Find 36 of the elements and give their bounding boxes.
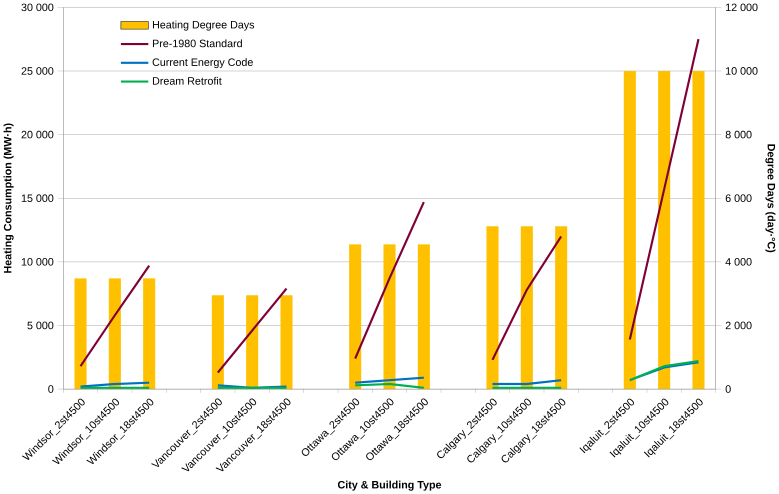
legend-label: Heating Degree Days (152, 20, 254, 30)
bar (520, 226, 533, 389)
bar (349, 244, 362, 389)
y-tick-label: 20 000 (22, 130, 54, 138)
bar (692, 70, 705, 389)
bar (74, 278, 87, 389)
y-tick-label: 30 000 (21, 3, 54, 12)
y2-tick-label: 8 000 (726, 130, 752, 138)
legend-label: Pre-1980 Standard (152, 39, 242, 48)
y-tick-label: 0 (48, 385, 54, 393)
bar (143, 278, 156, 389)
y2-tick-label: 10 000 (726, 67, 758, 75)
y-axis-title: Heating Consumption (MW·h) (4, 123, 14, 273)
x-axis-title: City & Building Type (338, 480, 442, 491)
y-tick-label: 5 000 (27, 322, 54, 330)
bar (418, 244, 430, 389)
y-tick-label: 25 000 (22, 67, 54, 75)
bar (486, 226, 499, 389)
y2-axis-title: Degree Days (day·°C) (765, 144, 776, 252)
y-tick-label: 10 000 (22, 258, 54, 266)
bar (555, 226, 568, 389)
bar (246, 295, 258, 389)
bar (624, 70, 636, 389)
y2-tick-label: 12 000 (726, 3, 758, 12)
y2-tick-label: 4 000 (725, 258, 752, 266)
legend-label: Current Energy Code (152, 58, 253, 68)
y2-tick-label: 6 000 (726, 194, 752, 202)
legend-label: Dream Retrofit (152, 76, 222, 85)
bar (658, 70, 670, 389)
y2-tick-label: 0 (726, 385, 731, 393)
bar (280, 295, 293, 389)
bar (212, 295, 224, 389)
bar (108, 278, 121, 389)
y2-tick-label: 2 000 (726, 322, 752, 330)
y-tick-label: 15 000 (22, 194, 54, 202)
bar (383, 244, 396, 389)
